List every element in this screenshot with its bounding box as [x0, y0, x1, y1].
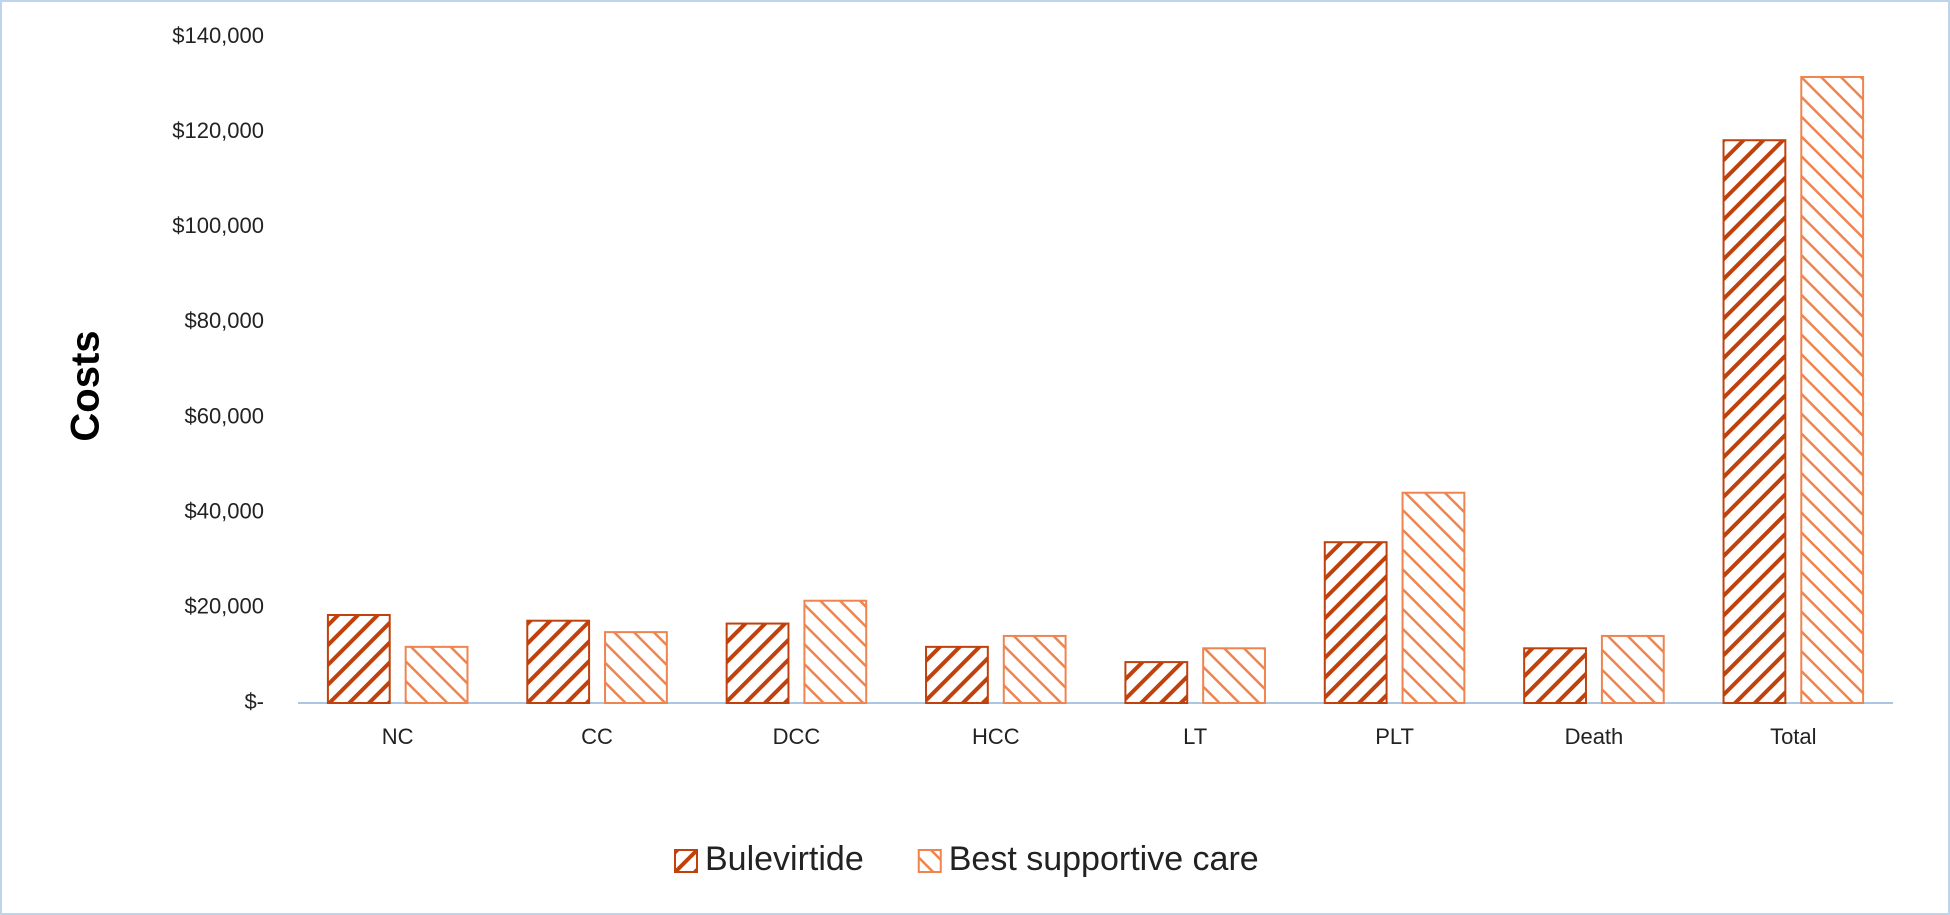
bar: [1600, 634, 1665, 704]
y-tick-label: $140,000: [172, 23, 264, 48]
bar: [1401, 491, 1466, 704]
bar: [1124, 661, 1189, 704]
bar: [604, 631, 668, 705]
y-tick-label: $40,000: [184, 499, 264, 524]
bar: [404, 645, 469, 705]
x-tick-label: NC: [382, 724, 414, 749]
y-tick-label: $100,000: [172, 213, 264, 238]
x-tick-label: DCC: [773, 724, 821, 749]
bar: [925, 645, 989, 705]
bar: [1722, 139, 1787, 705]
y-tick-label: $60,000: [184, 403, 264, 428]
bar: [1800, 75, 1865, 704]
y-tick-label: $80,000: [184, 308, 264, 333]
x-tick-label: Total: [1770, 724, 1816, 749]
legend-label: Bulevirtide: [705, 840, 864, 878]
bar: [526, 619, 591, 704]
legend-swatch: [917, 849, 942, 873]
y-tick-label: $120,000: [172, 118, 264, 143]
bar: [803, 599, 868, 705]
x-tick-label: Death: [1565, 724, 1624, 749]
bar: [1002, 634, 1067, 704]
y-axis-label: Costs: [64, 330, 108, 441]
x-tick-label: LT: [1183, 724, 1207, 749]
legend-label: Best supportive care: [949, 840, 1259, 878]
bar: [1523, 647, 1587, 704]
x-tick-label: HCC: [972, 724, 1020, 749]
y-tick-label: $20,000: [184, 594, 264, 619]
y-tick-label: $-: [244, 689, 264, 714]
bar: [1202, 647, 1266, 704]
bar: [326, 613, 391, 704]
legend-swatch: [674, 849, 698, 873]
x-tick-label: CC: [581, 724, 613, 749]
x-tick-label: PLT: [1375, 724, 1414, 749]
bar: [1323, 541, 1388, 704]
bar: [725, 622, 790, 705]
